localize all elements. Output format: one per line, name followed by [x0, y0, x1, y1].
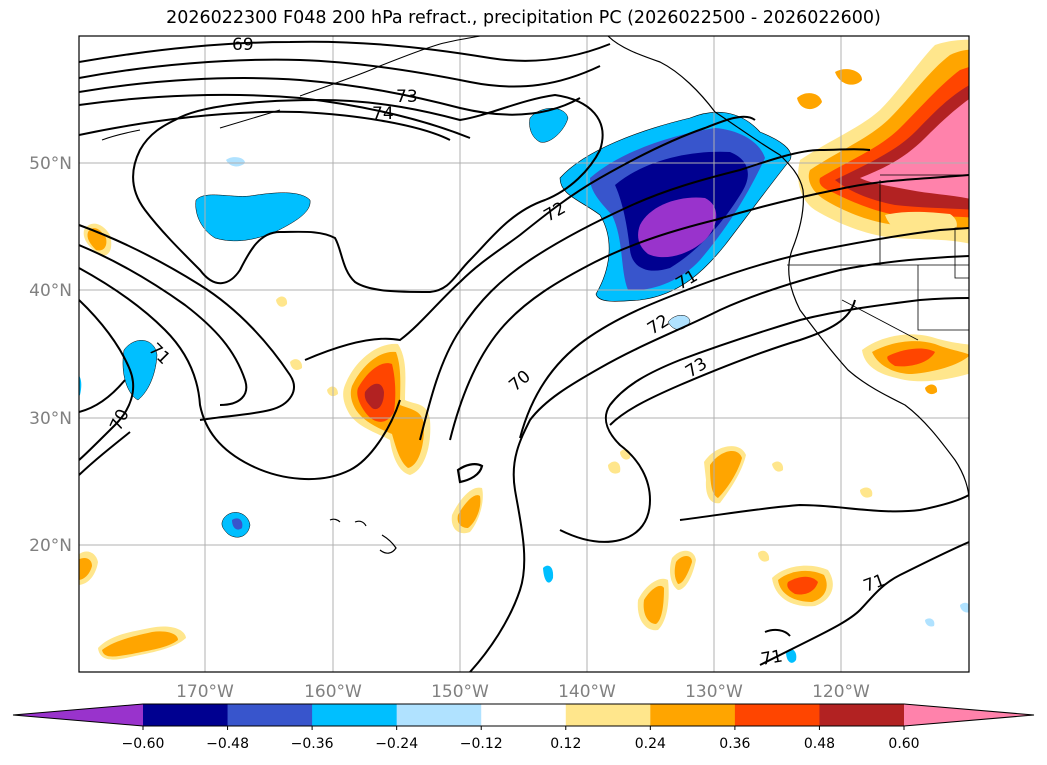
- colorbar-segment: [143, 704, 229, 726]
- colorbar-tick-label: −0.12: [460, 736, 503, 752]
- lat-label: 50°N: [29, 154, 72, 174]
- colorbar-tick-label: 0.60: [888, 736, 919, 752]
- contour-label: 72: [541, 198, 570, 226]
- contour-label: 70: [505, 367, 534, 396]
- contour-label: 73: [396, 87, 418, 107]
- lat-tick-labels: 50°N 40°N 30°N 20°N: [29, 154, 72, 556]
- colorbar-segment: [481, 704, 567, 726]
- lon-label: 160°W: [304, 682, 362, 702]
- colorbar-tick-label: 0.12: [550, 736, 581, 752]
- colorbar-segment: [227, 704, 313, 726]
- colorbar-segment: [565, 704, 651, 726]
- colorbar-segment: [734, 704, 820, 726]
- lon-tick-labels: 170°W 160°W 150°W 140°W 130°W 120°W: [176, 682, 870, 702]
- map-frame: [78, 35, 970, 673]
- colorbar: −0.60 −0.48 −0.36 −0.24 −0.12 0.12 0.24 0.36 0.4…: [12, 703, 1035, 752]
- colorbar-tick-label: −0.36: [291, 736, 334, 752]
- colorbar-segment: [650, 704, 736, 726]
- colorbar-segment: [396, 704, 482, 726]
- contour-label: 74: [372, 104, 394, 124]
- lat-label: 30°N: [29, 409, 72, 429]
- colorbar-tick-label: 0.48: [804, 736, 835, 752]
- contour-labels: 69 73 74 72 71 72 73 70 71 70 71 71: [106, 35, 888, 670]
- colorbar-extend-low: [13, 704, 143, 726]
- lon-label: 170°W: [176, 682, 234, 702]
- colorbar-segment: [312, 704, 398, 726]
- contour-label: 71: [759, 646, 784, 669]
- map-title: 2026022300 F048 200 hPa refract., precip…: [166, 8, 881, 28]
- colorbar-tick-label: −0.48: [206, 736, 249, 752]
- lon-label: 140°W: [558, 682, 616, 702]
- colorbar-tick-label: −0.24: [375, 736, 418, 752]
- contour-label: 69: [232, 35, 254, 55]
- colorbar-tick-label: −0.60: [122, 736, 165, 752]
- colorbar-extend-high: [904, 704, 1034, 726]
- colorbar-tick-label: 0.24: [635, 736, 666, 752]
- contour-label: 71: [861, 571, 888, 597]
- lat-label: 20°N: [29, 536, 72, 556]
- lon-label: 120°W: [812, 682, 870, 702]
- colorbar-segment: [819, 704, 905, 726]
- precipitation-shading: [79, 39, 969, 663]
- lon-label: 130°W: [685, 682, 743, 702]
- colorbar-tick-label: 0.36: [719, 736, 750, 752]
- refractivity-contours: [79, 40, 969, 672]
- lat-label: 40°N: [29, 281, 72, 301]
- lon-label: 150°W: [431, 682, 489, 702]
- coastlines: [101, 36, 969, 554]
